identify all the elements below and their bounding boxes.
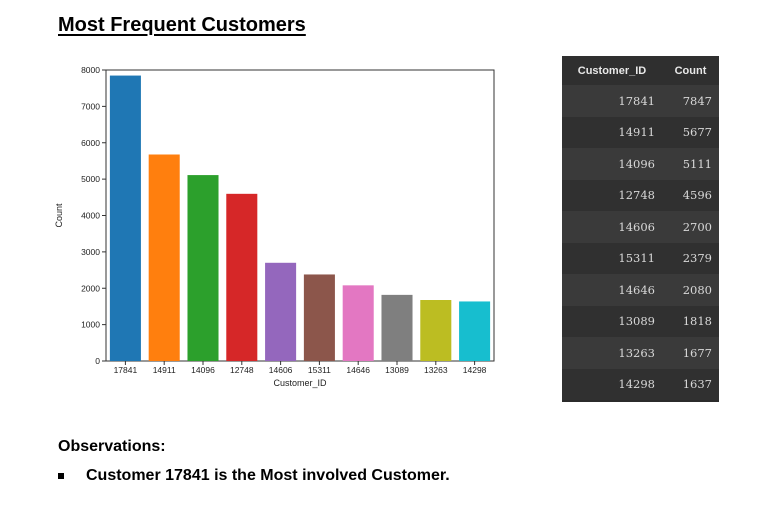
customer-id-cell: 14606 — [562, 211, 662, 243]
customer-count-table-panel: Customer_ID Count 17841 7847 14911 5677 14… — [562, 56, 719, 402]
bar — [420, 299, 452, 361]
y-tick-label: 6000 — [81, 138, 100, 148]
customer-count-table: Customer_ID Count 17841 7847 14911 5677 14… — [562, 56, 719, 400]
customer-id-cell: 14298 — [562, 368, 662, 400]
x-tick-label: 13263 — [424, 365, 448, 375]
customer-id-cell: 14911 — [562, 116, 662, 148]
customer-id-cell: 17841 — [562, 85, 662, 117]
bar-chart: 0 1000 2000 3000 4000 5000 6000 7000 8000 17841 14… — [54, 65, 495, 388]
table-row: 14911 5677 — [562, 116, 719, 148]
column-header-customer-id: Customer_ID — [562, 56, 662, 85]
count-cell: 2080 — [662, 274, 719, 306]
y-tick-label: 4000 — [81, 211, 100, 221]
y-tick-label: 8000 — [81, 65, 100, 75]
bar — [303, 274, 335, 361]
bar — [148, 154, 180, 361]
x-tick-label: 14298 — [463, 365, 487, 375]
bar — [342, 285, 374, 361]
bar — [187, 175, 219, 361]
customer-id-cell: 14096 — [562, 148, 662, 180]
bar — [265, 262, 297, 361]
table-row: 14606 2700 — [562, 211, 719, 243]
page-title: Most Frequent Customers — [58, 14, 306, 36]
y-tick-label: 3000 — [81, 247, 100, 257]
bar — [459, 301, 491, 361]
count-cell: 5677 — [662, 116, 719, 148]
count-cell: 2700 — [662, 211, 719, 243]
observation-item: Customer 17841 is the Most involved Cust… — [58, 467, 450, 485]
table-row: 13263 1677 — [562, 337, 719, 369]
x-tick-label: 14606 — [269, 365, 293, 375]
x-tick-label: 15311 — [308, 365, 331, 375]
y-tick-label: 2000 — [81, 283, 100, 293]
table-row: 17841 7847 — [562, 85, 719, 117]
customer-id-cell: 14646 — [562, 274, 662, 306]
observation-text: Customer 17841 is the Most involved Cust… — [86, 467, 450, 484]
customer-id-cell: 12748 — [562, 179, 662, 211]
customer-id-cell: 13263 — [562, 337, 662, 369]
y-tick-label: 7000 — [81, 101, 100, 111]
table-header-row: Customer_ID Count — [562, 56, 719, 85]
x-tick-label: 12748 — [230, 365, 254, 375]
y-tick-label: 0 — [95, 356, 100, 366]
customer-id-cell: 15311 — [562, 242, 662, 274]
square-bullet-icon — [58, 473, 64, 479]
x-tick-label: 14096 — [191, 365, 215, 375]
count-cell: 2379 — [662, 242, 719, 274]
table-row: 14096 5111 — [562, 148, 719, 180]
table-row: 14646 2080 — [562, 274, 719, 306]
count-cell: 1637 — [662, 368, 719, 400]
observations-heading: Observations: — [58, 438, 166, 455]
bar — [109, 75, 141, 362]
count-cell: 7847 — [662, 85, 719, 117]
y-tick-label: 5000 — [81, 174, 100, 184]
y-axis-label: Count — [54, 203, 64, 228]
bar — [381, 294, 413, 361]
count-cell: 4596 — [662, 179, 719, 211]
customer-id-cell: 13089 — [562, 305, 662, 337]
x-tick-label: 14911 — [153, 365, 176, 375]
table-row: 14298 1637 — [562, 368, 719, 400]
count-cell: 1677 — [662, 337, 719, 369]
column-header-count: Count — [662, 56, 719, 85]
x-tick-label: 17841 — [114, 365, 138, 375]
x-tick-label: 14646 — [346, 365, 370, 375]
count-cell: 5111 — [662, 148, 719, 180]
y-tick-label: 1000 — [81, 320, 100, 330]
count-cell: 1818 — [662, 305, 719, 337]
bar — [226, 193, 258, 361]
x-tick-label: 13089 — [385, 365, 409, 375]
table-row: 12748 4596 — [562, 179, 719, 211]
table-row: 13089 1818 — [562, 305, 719, 337]
x-axis-label: Customer_ID — [273, 378, 327, 388]
table-row: 15311 2379 — [562, 242, 719, 274]
